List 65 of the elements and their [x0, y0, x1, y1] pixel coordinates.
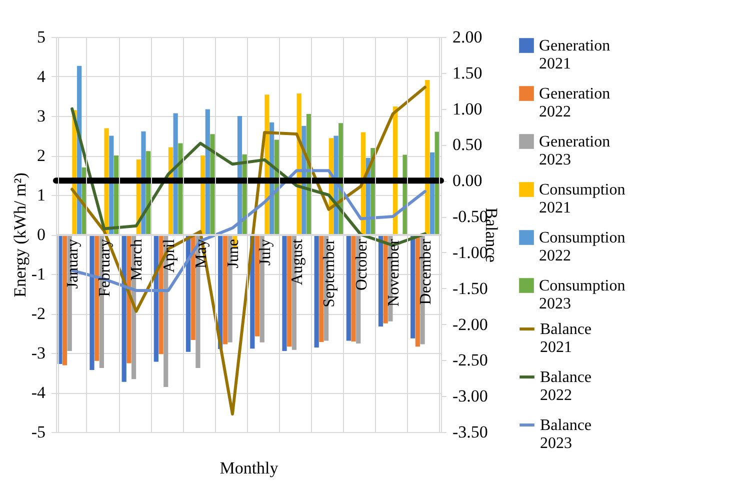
bar: [430, 152, 435, 234]
x-tick-label: December: [417, 238, 434, 305]
y-tick-label: -1: [31, 264, 46, 284]
bar: [122, 234, 126, 382]
bar: [90, 234, 94, 370]
y2-tick-label: -3.50: [452, 422, 488, 442]
bar: [254, 234, 260, 336]
bar: [319, 234, 324, 342]
y2-tick-label: -2.50: [452, 350, 488, 370]
x-tick-label: June: [224, 239, 242, 268]
x-tick-label: October: [353, 238, 370, 291]
x-tick-label: January: [64, 239, 82, 289]
y-axis-title: Energy (kWh/ m²): [10, 172, 30, 298]
bar: [205, 109, 210, 234]
legend-label: Generation 2023: [539, 134, 610, 168]
bar: [222, 234, 228, 344]
legend-label: Consumption 2022: [539, 230, 626, 264]
y-tick-label: 5: [37, 28, 46, 46]
y-tick-label: 0: [37, 225, 46, 244]
x-tick-label: March: [128, 239, 146, 281]
y2-tick-label: 2.00: [452, 28, 482, 46]
x-tick-label: November: [385, 238, 402, 307]
bar: [346, 234, 351, 341]
y-tick-label: 3: [37, 106, 46, 126]
y2-tick-label: 1.00: [452, 99, 482, 118]
bar: [94, 234, 100, 361]
y2-tick-label: -1.50: [452, 278, 488, 298]
legend-label: Balance 2022: [540, 369, 592, 404]
x-tick-label: February: [96, 239, 114, 297]
y2-tick-label: -2.00: [452, 314, 488, 334]
bar: [104, 128, 109, 234]
bar: [158, 234, 164, 354]
y2-tick-label: -3.00: [452, 386, 488, 406]
y-tick-label: -4: [31, 383, 46, 402]
y-tick-label: 1: [37, 186, 46, 204]
bar: [351, 234, 356, 342]
legend-label: Consumption 2021: [539, 182, 626, 216]
y-tick-label: -3: [31, 344, 46, 362]
x-axis-title: Monthly: [220, 458, 279, 478]
y-tick-label: 4: [37, 67, 46, 86]
legend-label: Generation 2021: [539, 38, 610, 72]
x-tick-label: July: [257, 239, 274, 266]
x-tick-label: May: [192, 239, 210, 268]
y-tick-label: -2: [31, 304, 46, 323]
legend-label: Consumption 2023: [539, 278, 626, 312]
bar: [425, 80, 430, 234]
y-tick-label: -5: [31, 422, 46, 442]
y2-tick-label: 1.50: [452, 63, 482, 82]
bar: [62, 234, 68, 366]
x-tick-label: September: [321, 238, 338, 308]
bar: [383, 234, 388, 324]
bar: [378, 234, 384, 327]
legend-label: Generation 2022: [539, 86, 610, 120]
y-tick-label: 2: [37, 146, 46, 165]
bar: [287, 234, 292, 347]
y2-tick-label: 0.50: [452, 135, 482, 154]
x-tick-label: April: [160, 238, 178, 273]
bar: [314, 234, 319, 348]
bar: [410, 234, 416, 338]
legend-label: Balance 2021: [540, 321, 592, 356]
y2-tick-label: 0.00: [452, 171, 482, 190]
bar: [190, 234, 196, 340]
legend-label: Balance 2023: [540, 417, 592, 452]
x-tick-label: August: [289, 238, 306, 286]
bar: [282, 234, 287, 352]
